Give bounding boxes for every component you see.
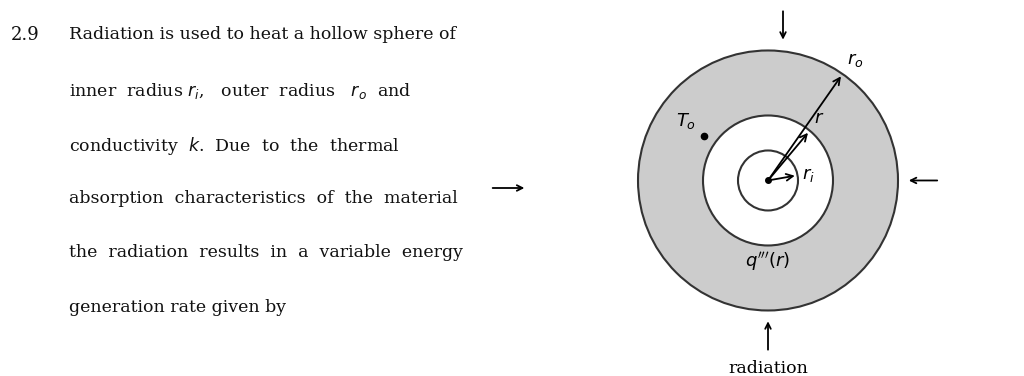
Circle shape bbox=[703, 115, 833, 246]
Text: $q'''(r)$: $q'''(r)$ bbox=[745, 250, 791, 273]
Text: $0$: $0$ bbox=[775, 193, 787, 211]
Text: $T_o$: $T_o$ bbox=[676, 111, 696, 131]
Text: generation rate given by: generation rate given by bbox=[70, 299, 287, 316]
Text: radiation: radiation bbox=[728, 361, 808, 376]
Text: $r_o$: $r_o$ bbox=[847, 51, 863, 69]
Text: conductivity  $k$.  Due  to  the  thermal: conductivity $k$. Due to the thermal bbox=[70, 135, 400, 158]
Circle shape bbox=[638, 50, 898, 311]
Text: $r$: $r$ bbox=[814, 109, 824, 127]
Circle shape bbox=[738, 150, 798, 211]
Text: 2.9: 2.9 bbox=[10, 26, 39, 44]
Text: the  radiation  results  in  a  variable  energy: the radiation results in a variable ener… bbox=[70, 244, 463, 261]
Text: Radiation is used to heat a hollow sphere of: Radiation is used to heat a hollow spher… bbox=[70, 26, 457, 43]
Text: $r_i$: $r_i$ bbox=[802, 166, 814, 184]
Text: inner  radius $r_i$,   outer  radius   $r_o$  and: inner radius $r_i$, outer radius $r_o$ a… bbox=[70, 81, 412, 101]
Text: absorption  characteristics  of  the  material: absorption characteristics of the materi… bbox=[70, 190, 458, 207]
